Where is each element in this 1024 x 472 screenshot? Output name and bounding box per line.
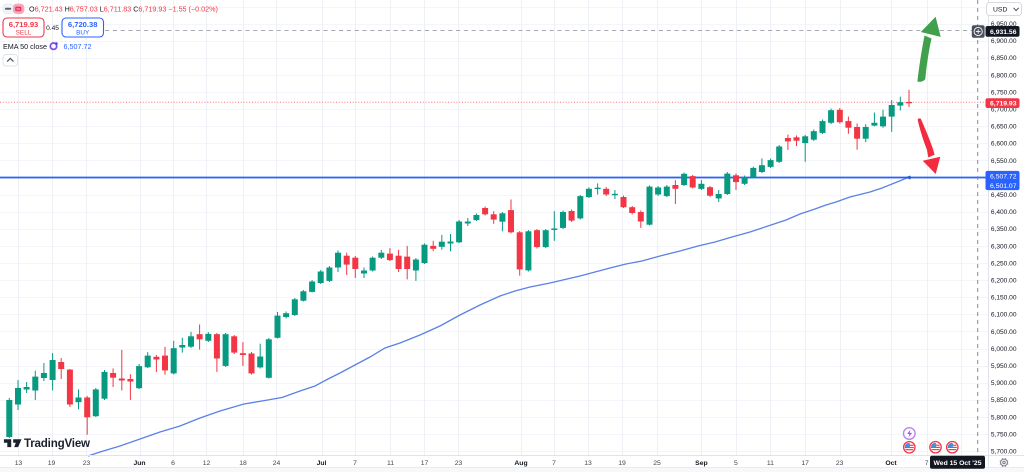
svg-text:7: 7 — [925, 460, 929, 467]
svg-text:6,250.00: 6,250.00 — [991, 260, 1017, 267]
svg-text:11: 11 — [387, 460, 394, 467]
svg-text:23: 23 — [836, 460, 844, 467]
svg-text:6,350.00: 6,350.00 — [991, 226, 1017, 233]
svg-text:12: 12 — [203, 460, 211, 467]
svg-text:6,931.56: 6,931.56 — [990, 29, 1017, 36]
svg-text:Wed 15 Oct '25: Wed 15 Oct '25 — [934, 460, 982, 467]
svg-text:17: 17 — [421, 460, 429, 467]
svg-text:5,700.00: 5,700.00 — [991, 449, 1017, 456]
svg-text:7: 7 — [353, 460, 357, 467]
svg-text:TradingView: TradingView — [24, 437, 91, 450]
svg-text:5,850.00: 5,850.00 — [991, 397, 1017, 404]
svg-text:6,100.00: 6,100.00 — [991, 312, 1017, 319]
svg-text:6,750.00: 6,750.00 — [991, 89, 1017, 96]
svg-text:EMA 50 close: EMA 50 close — [3, 42, 47, 51]
svg-text:6,550.00: 6,550.00 — [991, 158, 1017, 165]
svg-text:5: 5 — [734, 460, 738, 467]
svg-text:13: 13 — [15, 460, 23, 467]
svg-text:5,900.00: 5,900.00 — [991, 380, 1017, 387]
svg-text:19: 19 — [618, 460, 626, 467]
svg-text:6,650.00: 6,650.00 — [991, 124, 1017, 131]
svg-text:6,600.00: 6,600.00 — [991, 141, 1017, 148]
svg-text:6,900.00: 6,900.00 — [991, 38, 1017, 45]
svg-text:Sep: Sep — [695, 460, 707, 467]
svg-text:11: 11 — [767, 460, 774, 467]
svg-text:6,450.00: 6,450.00 — [991, 192, 1017, 199]
svg-text:6,501.07: 6,501.07 — [990, 183, 1017, 190]
svg-text:BUY: BUY — [76, 30, 90, 37]
svg-text:Aug: Aug — [514, 460, 527, 467]
svg-text:6,719.93: 6,719.93 — [9, 20, 39, 29]
svg-text:19: 19 — [48, 460, 56, 467]
svg-text:25: 25 — [653, 460, 661, 467]
svg-text:7: 7 — [552, 460, 556, 467]
svg-text:6,700.00: 6,700.00 — [991, 107, 1017, 114]
svg-text:6,507.72: 6,507.72 — [990, 173, 1017, 180]
svg-text:6,850.00: 6,850.00 — [991, 55, 1017, 62]
svg-text:18: 18 — [239, 460, 247, 467]
svg-text:24: 24 — [273, 460, 281, 467]
svg-text:17: 17 — [801, 460, 809, 467]
svg-text:USD: USD — [993, 7, 1007, 14]
svg-text:6,400.00: 6,400.00 — [991, 209, 1017, 216]
svg-text:6,200.00: 6,200.00 — [991, 278, 1017, 285]
svg-text:Jul: Jul — [317, 460, 327, 467]
svg-text:5,800.00: 5,800.00 — [991, 414, 1017, 421]
svg-text:6,720.38: 6,720.38 — [68, 20, 98, 29]
svg-text:O6,721.43 H6,757.03 L6,711.83: O6,721.43 H6,757.03 L6,711.83 C6,719.93 … — [29, 5, 218, 14]
svg-text:13: 13 — [584, 460, 592, 467]
svg-text:23: 23 — [83, 460, 91, 467]
svg-text:6,507.72: 6,507.72 — [64, 42, 92, 51]
svg-text:6,050.00: 6,050.00 — [991, 329, 1017, 336]
svg-text:Jun: Jun — [133, 460, 145, 467]
svg-text:0.45: 0.45 — [46, 25, 59, 32]
svg-text:SELL: SELL — [16, 30, 32, 37]
svg-text:6,000.00: 6,000.00 — [991, 346, 1017, 353]
svg-text:6,950.00: 6,950.00 — [991, 21, 1017, 28]
svg-text:6: 6 — [171, 460, 175, 467]
svg-text:5,950.00: 5,950.00 — [991, 363, 1017, 370]
svg-text:Oct: Oct — [885, 460, 897, 467]
svg-text:6,719.93: 6,719.93 — [990, 101, 1017, 108]
svg-text:6,150.00: 6,150.00 — [991, 295, 1017, 302]
svg-text:5,750.00: 5,750.00 — [991, 431, 1017, 438]
svg-text:23: 23 — [455, 460, 463, 467]
svg-text:6,300.00: 6,300.00 — [991, 243, 1017, 250]
svg-text:6,800.00: 6,800.00 — [991, 72, 1017, 79]
